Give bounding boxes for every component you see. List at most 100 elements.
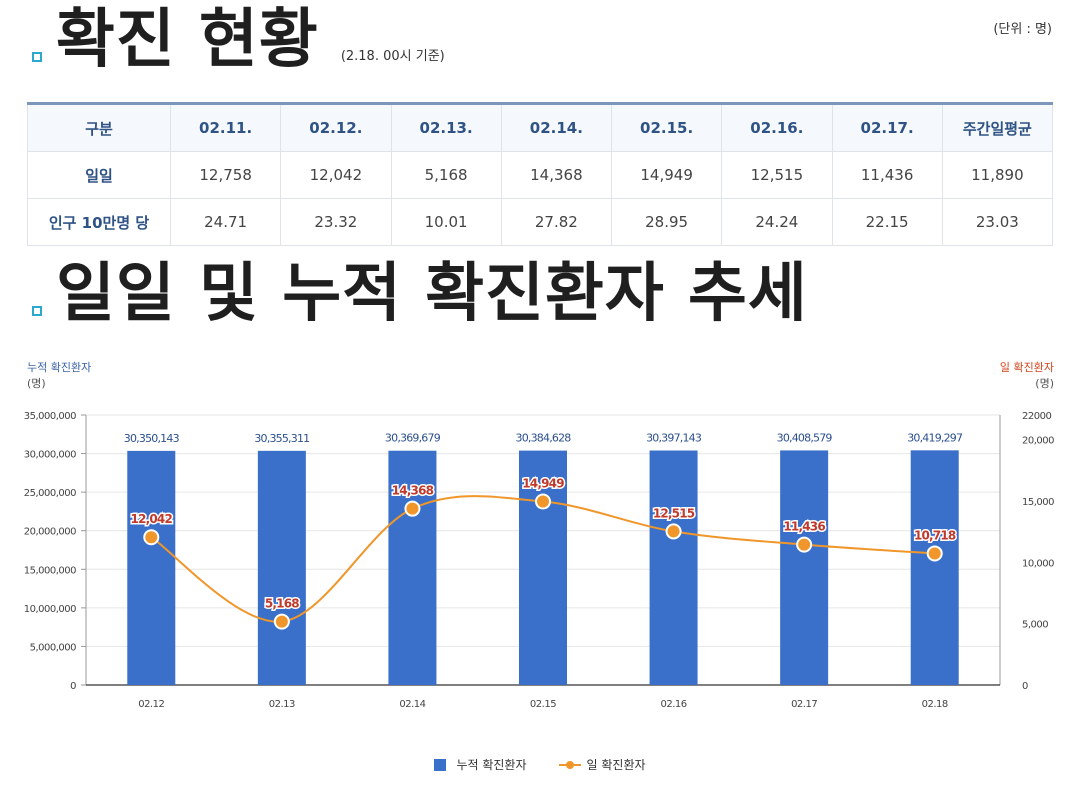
table-header-cell: 02.15. [610, 102, 723, 152]
right-axis-unit: (명) [1035, 377, 1054, 390]
table-cell: 10.01 [390, 198, 502, 246]
daily-point [404, 500, 421, 517]
daily-point [143, 529, 160, 546]
square-bullet-icon [32, 52, 42, 62]
right-axis-title: 일 확진환자 (명) [1000, 360, 1054, 392]
table-row: 일일 12,758 12,042 5,168 14,368 14,949 12,… [27, 151, 1054, 199]
left-axis-tick-label: 25,000,000 [24, 488, 76, 499]
section-title: 일일 및 누적 확진환자 추세 [56, 257, 808, 331]
section-status-heading: 확진 현황 (2.18. 00시 기준) [32, 8, 445, 72]
daily-value-label: 14,368 [392, 484, 434, 498]
x-axis-tick-label: 02.15 [530, 699, 556, 710]
daily-value-label: 5,168 [265, 597, 299, 611]
right-axis-tick-label: 0 [1022, 681, 1028, 692]
x-axis-tick-label: 02.17 [791, 699, 817, 710]
daily-point [665, 523, 682, 540]
baseline-note: (2.18. 00시 기준) [340, 49, 445, 64]
bar [388, 450, 437, 685]
table-header-cell: 02.12. [280, 102, 392, 152]
daily-value-label: 14,949 [522, 477, 564, 491]
legend-line-swatch [558, 759, 581, 771]
bar-value-label: 30,408,579 [777, 431, 833, 444]
right-axis-tick-label: 5,000 [1022, 620, 1048, 631]
bar-value-label: 30,350,143 [124, 432, 180, 445]
table-cell: 22.15 [831, 198, 943, 246]
left-axis-tick-label: 35,000,000 [24, 411, 76, 422]
daily-value-label: 11,436 [783, 520, 825, 534]
status-table: 구분 02.11. 02.12. 02.13. 02.14. 02.15. 02… [27, 102, 1054, 246]
square-bullet-icon [32, 306, 42, 316]
table-cell: 14,949 [610, 151, 723, 199]
unit-label: (단위 : 명) [993, 22, 1052, 37]
left-axis-title: 누적 확진환자 (명) [27, 360, 91, 392]
table-header-cell: 02.16. [721, 102, 833, 152]
table-cell: 14,368 [500, 151, 613, 199]
daily-point [273, 613, 290, 630]
daily-value-label: 12,515 [653, 506, 695, 520]
legend-label-cumulative: 누적 확진환자 [456, 758, 527, 772]
bar [780, 450, 829, 685]
right-axis-title-text: 일 확진환자 [999, 361, 1054, 374]
table-header-cell: 02.14. [500, 102, 613, 152]
table-cell: 23.03 [941, 198, 1054, 246]
table-cell: 24.71 [169, 198, 282, 246]
left-axis-tick-label: 20,000,000 [24, 527, 76, 538]
bar-value-label: 30,355,311 [254, 432, 309, 445]
bar [519, 450, 567, 685]
legend-label-daily: 일 확진환자 [586, 758, 646, 772]
table-header-cell: 주간일평균 [941, 102, 1054, 152]
table-header-cell: 02.17. [831, 102, 943, 152]
left-axis-tick-label: 10,000,000 [24, 604, 76, 615]
left-axis-tick-label: 30,000,000 [24, 450, 76, 461]
table-cell: 12,042 [280, 151, 392, 199]
table-cell: 12,758 [169, 151, 282, 199]
daily-value-label: 10,718 [914, 528, 956, 542]
legend-item-cumulative[interactable]: 누적 확진환자 [434, 756, 527, 773]
left-axis-tick-label: 5,000,000 [30, 642, 77, 653]
right-axis-tick-label: 15,000 [1022, 497, 1054, 508]
right-axis-tick-label: 22000 [1022, 411, 1051, 422]
table-header-cell: 02.11. [169, 102, 282, 152]
daily-point [926, 545, 943, 562]
bar-value-label: 30,369,679 [385, 432, 441, 445]
left-axis-tick-label: 15,000,000 [24, 565, 76, 576]
table-cell: 12,515 [721, 151, 833, 199]
legend-bar-swatch [434, 758, 447, 771]
table-cell: 11,436 [831, 151, 943, 199]
x-axis-tick-label: 02.14 [399, 699, 425, 710]
left-axis-title-text: 누적 확진환자 [27, 361, 92, 374]
table-header-row: 구분 02.11. 02.12. 02.13. 02.14. 02.15. 02… [27, 102, 1054, 152]
left-axis-tick-label: 0 [70, 681, 76, 692]
x-axis-tick-label: 02.16 [661, 699, 687, 710]
right-axis-tick-label: 20,000 [1022, 436, 1054, 447]
bar [649, 450, 698, 685]
bar-value-label: 30,397,143 [646, 432, 702, 445]
chart-legend: 누적 확진환자 일 확진환자 [0, 756, 1080, 773]
table-cell: 5,168 [390, 151, 502, 199]
left-axis-unit: (명) [27, 377, 46, 390]
daily-point [535, 493, 551, 510]
table-header-cell: 구분 [27, 102, 171, 152]
bar [257, 450, 306, 685]
trend-chart: 0 5,000,000 10,000,000 15,000,000 20,000,000… [24, 411, 1055, 710]
section-trend-heading: 일일 및 누적 확진환자 추세 [32, 262, 808, 326]
legend-item-daily[interactable]: 일 확진환자 [558, 756, 646, 773]
row-label: 일일 [27, 151, 171, 199]
table-cell: 28.95 [610, 198, 723, 246]
row-label: 인구 10만명 당 [27, 198, 171, 246]
x-axis-tick-label: 02.18 [922, 699, 948, 710]
page-title: 확진 현황 [56, 3, 319, 77]
right-axis-tick-label: 10,000 [1022, 558, 1054, 569]
table-cell: 27.82 [500, 198, 613, 246]
bar-value-label: 30,384,628 [516, 432, 572, 445]
bar [910, 450, 959, 685]
table-cell: 11,890 [941, 151, 1054, 199]
table-header-cell: 02.13. [390, 102, 502, 152]
daily-value-label: 12,042 [131, 512, 173, 526]
x-axis-tick-label: 02.12 [138, 699, 164, 710]
daily-point [796, 536, 813, 553]
table-cell: 24.24 [721, 198, 833, 246]
bar [127, 450, 176, 685]
x-axis-tick-label: 02.13 [269, 699, 295, 710]
bar-value-label: 30,419,297 [907, 431, 963, 444]
